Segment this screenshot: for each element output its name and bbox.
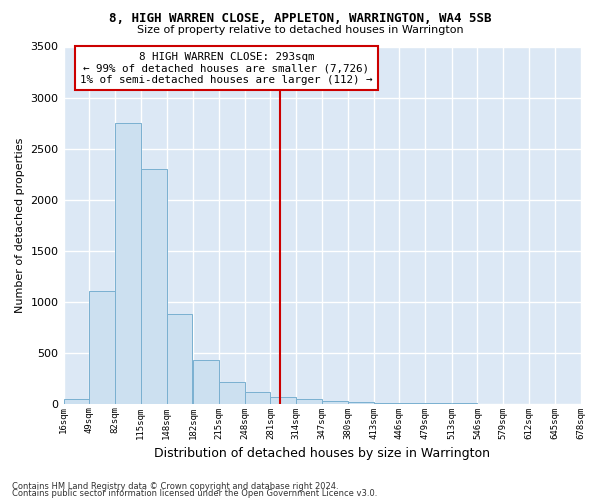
Text: 8 HIGH WARREN CLOSE: 293sqm
← 99% of detached houses are smaller (7,726)
1% of s: 8 HIGH WARREN CLOSE: 293sqm ← 99% of det… — [80, 52, 373, 85]
Bar — [348, 402, 374, 404]
Bar — [219, 382, 245, 404]
Bar — [193, 360, 219, 404]
Text: Size of property relative to detached houses in Warrington: Size of property relative to detached ho… — [137, 25, 463, 35]
Bar — [374, 402, 400, 404]
Bar — [115, 123, 141, 404]
Y-axis label: Number of detached properties: Number of detached properties — [15, 138, 25, 313]
Bar — [141, 169, 167, 404]
Bar — [245, 392, 271, 404]
Bar — [322, 400, 348, 404]
Text: Contains public sector information licensed under the Open Government Licence v3: Contains public sector information licen… — [12, 489, 377, 498]
Bar — [296, 399, 322, 404]
Bar — [89, 292, 115, 404]
Text: Contains HM Land Registry data © Crown copyright and database right 2024.: Contains HM Land Registry data © Crown c… — [12, 482, 338, 491]
Text: 8, HIGH WARREN CLOSE, APPLETON, WARRINGTON, WA4 5SB: 8, HIGH WARREN CLOSE, APPLETON, WARRINGT… — [109, 12, 491, 26]
Bar — [167, 314, 193, 404]
Bar — [400, 403, 425, 404]
Bar — [271, 397, 296, 404]
X-axis label: Distribution of detached houses by size in Warrington: Distribution of detached houses by size … — [154, 447, 490, 460]
Bar — [64, 398, 89, 404]
